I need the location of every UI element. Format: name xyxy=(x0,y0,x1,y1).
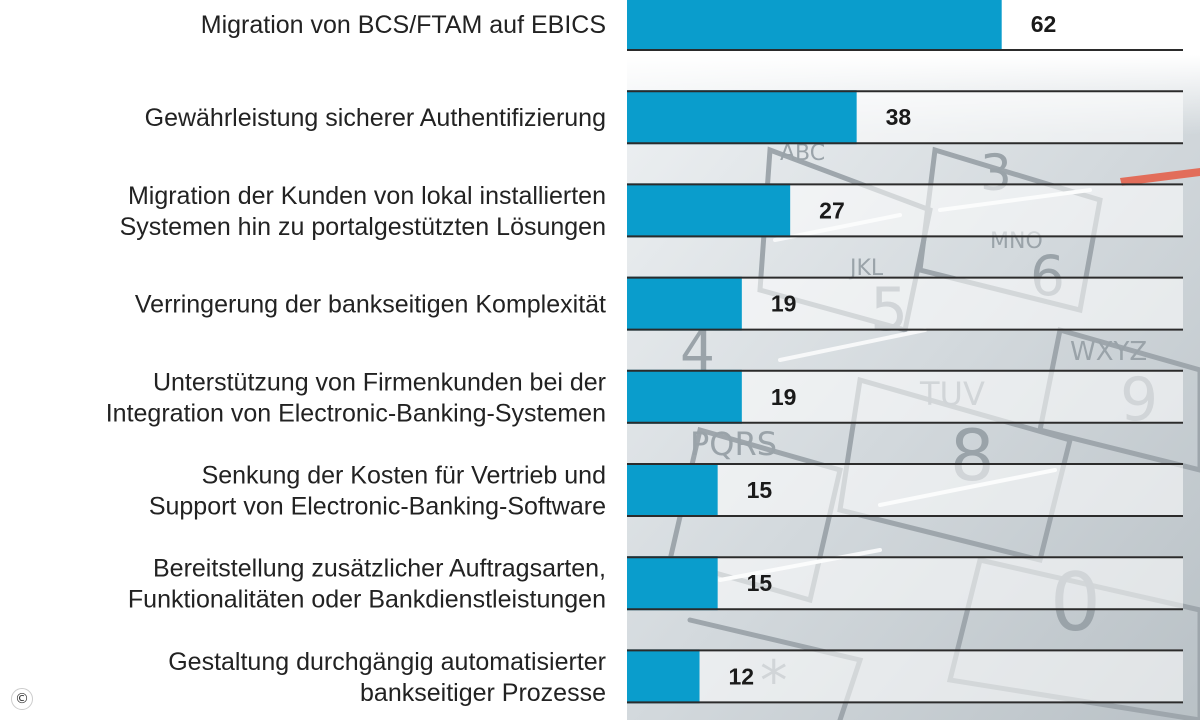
bar xyxy=(627,0,1002,51)
category-label: Migration von BCS/FTAM auf EBICS xyxy=(201,11,606,39)
bar xyxy=(627,276,742,331)
category-label: Systemen hin zu portalgestützten Lösunge… xyxy=(120,213,606,241)
data-label: 15 xyxy=(747,477,773,503)
copyright-badge: © xyxy=(11,688,33,710)
category-label: Gestaltung durchgängig automatisierter xyxy=(168,648,606,676)
bar-track xyxy=(627,649,1183,704)
category-label: Verringerung der bankseitigen Komplexitä… xyxy=(135,291,606,319)
category-label: Support von Electronic-Banking-Software xyxy=(149,493,606,521)
data-label: 62 xyxy=(1031,11,1057,37)
category-label: Funktionalitäten oder Bankdienstleistung… xyxy=(128,586,606,614)
category-label: Unterstützung von Firmenkunden bei der xyxy=(153,368,606,396)
bar-track xyxy=(627,463,1183,517)
category-label: Bereitstellung zusätzlicher Auftragsarte… xyxy=(153,555,606,583)
data-label: 19 xyxy=(771,291,797,317)
category-label: Gewährleistung sicherer Authentifizierun… xyxy=(145,104,606,132)
bar xyxy=(627,556,718,611)
bar-track xyxy=(627,556,1183,611)
bar xyxy=(627,369,742,424)
category-label: bankseitiger Prozesse xyxy=(360,679,606,707)
bar xyxy=(627,183,791,238)
category-label: Migration der Kunden von lokal installie… xyxy=(128,182,606,210)
bar xyxy=(627,649,700,704)
data-label: 19 xyxy=(771,384,797,410)
bar xyxy=(627,463,718,517)
data-label: 27 xyxy=(819,197,845,223)
bar xyxy=(627,90,857,145)
data-label: 12 xyxy=(729,663,755,689)
data-label: 15 xyxy=(747,570,773,596)
data-label: 38 xyxy=(886,104,912,130)
category-label: Senkung der Kosten für Vertrieb und xyxy=(202,462,606,490)
category-label: Integration von Electronic-Banking-Syste… xyxy=(106,399,606,427)
